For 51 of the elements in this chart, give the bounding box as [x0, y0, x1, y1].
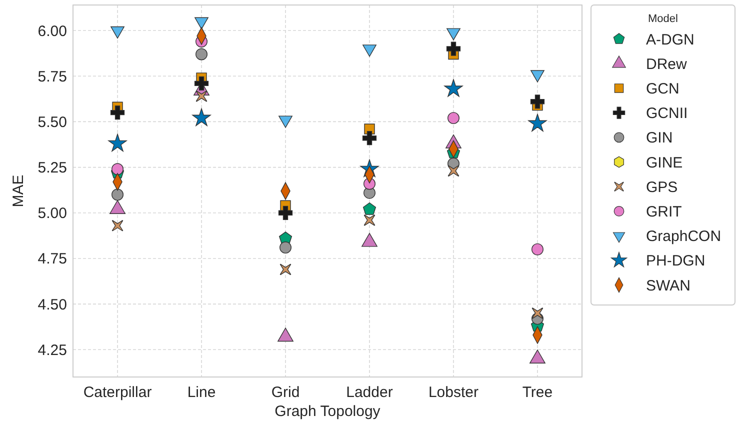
y-tick-label: 5.00: [38, 205, 67, 222]
point: [448, 165, 460, 177]
point: [112, 163, 124, 176]
point: [280, 264, 292, 275]
y-tick-label: 4.50: [38, 296, 67, 314]
point: [531, 243, 544, 256]
point: [112, 188, 124, 201]
legend-label: DRew: [646, 56, 688, 73]
y-tick-label: 5.25: [38, 160, 67, 177]
y-tick-label: 4.25: [38, 342, 67, 359]
x-tick-label: Ladder: [346, 384, 393, 401]
x-axis-title: Graph Topology: [274, 403, 381, 420]
legend-label: GraphCON: [646, 228, 722, 246]
x-tick-label: Tree: [522, 384, 553, 401]
point: [110, 106, 125, 120]
point: [444, 79, 463, 97]
point: [530, 94, 545, 109]
point: [196, 48, 208, 60]
point: [446, 42, 461, 56]
legend-label: GCN: [646, 80, 680, 98]
y-tick-label: 5.50: [38, 114, 67, 131]
x-tick-label: Caterpillar: [83, 384, 152, 401]
legend-label: GIN: [646, 130, 673, 147]
point: [528, 114, 547, 132]
point: [448, 112, 460, 124]
point: [278, 206, 293, 220]
point: [112, 220, 124, 232]
point: [194, 76, 209, 90]
legend-label: GPS: [646, 178, 678, 196]
y-tick-label: 4.75: [38, 250, 67, 268]
legend-title: Model: [648, 13, 678, 25]
point: [362, 202, 376, 215]
point: [532, 308, 544, 319]
point: [280, 242, 292, 254]
legend-label: A-DGN: [646, 31, 694, 48]
legend-label: SWAN: [646, 277, 690, 294]
point: [196, 90, 208, 102]
y-tick-label: 5.75: [38, 68, 67, 86]
legend-label: GINE: [646, 154, 683, 172]
x-tick-label: Grid: [271, 384, 300, 401]
y-tick-label: 6.00: [38, 22, 67, 40]
point: [108, 134, 127, 152]
point: [192, 108, 211, 126]
legend-label: GRIT: [646, 203, 682, 220]
y-axis-title: MAE: [10, 174, 27, 208]
point: [364, 214, 376, 226]
legend-label: GCNII: [646, 105, 688, 122]
legend-label: PH-DGN: [646, 252, 706, 270]
point: [362, 131, 377, 146]
x-tick-label: Line: [187, 384, 216, 401]
x-tick-label: Lobster: [428, 384, 479, 401]
